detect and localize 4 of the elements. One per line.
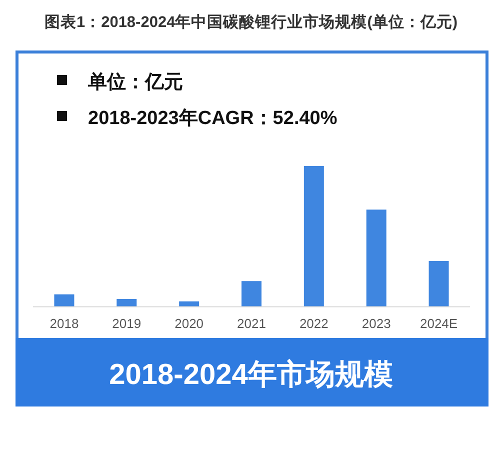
xlabel: 2018-2024年市场规模 [109,359,393,391]
title: 图表1：2018-2024年中国碳酸锂行业市场规模(单位：亿元) [44,14,458,31]
annotation: 2018-2023年CAGR：52.40% [88,108,338,129]
annotation: 单位：亿元 [88,72,183,93]
